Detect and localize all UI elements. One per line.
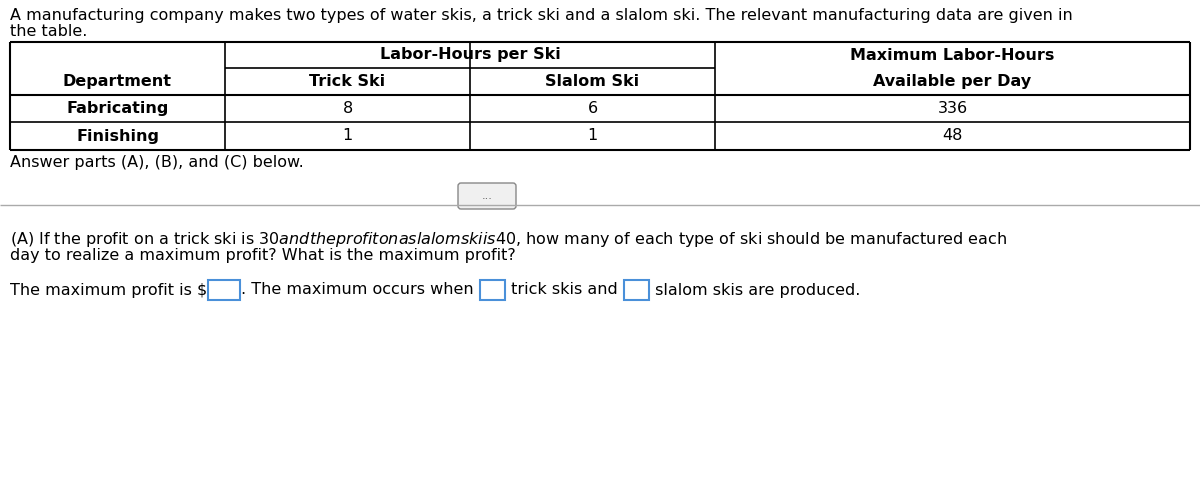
Text: The maximum profit is $: The maximum profit is $ bbox=[10, 283, 208, 298]
Text: Fabricating: Fabricating bbox=[66, 101, 169, 116]
FancyBboxPatch shape bbox=[458, 183, 516, 209]
Bar bbox=[624, 280, 649, 300]
Bar bbox=[209, 280, 240, 300]
Text: Answer parts (A), (B), and (C) below.: Answer parts (A), (B), and (C) below. bbox=[10, 155, 304, 170]
Text: 48: 48 bbox=[942, 128, 962, 143]
Text: 336: 336 bbox=[937, 101, 967, 116]
Bar bbox=[480, 280, 505, 300]
Text: Available per Day: Available per Day bbox=[874, 74, 1032, 89]
Text: Trick Ski: Trick Ski bbox=[310, 74, 385, 89]
Text: 8: 8 bbox=[342, 101, 353, 116]
Text: trick skis and: trick skis and bbox=[506, 283, 623, 298]
Text: slalom skis are produced.: slalom skis are produced. bbox=[650, 283, 860, 298]
Text: 1: 1 bbox=[587, 128, 598, 143]
Text: Labor-Hours per Ski: Labor-Hours per Ski bbox=[379, 47, 560, 62]
Text: A manufacturing company makes two types of water skis, a trick ski and a slalom : A manufacturing company makes two types … bbox=[10, 8, 1073, 23]
Text: the table.: the table. bbox=[10, 24, 88, 39]
Text: day to realize a maximum profit? What is the maximum profit?: day to realize a maximum profit? What is… bbox=[10, 248, 516, 263]
Text: Maximum Labor-Hours: Maximum Labor-Hours bbox=[851, 47, 1055, 62]
Text: . The maximum occurs when: . The maximum occurs when bbox=[241, 283, 479, 298]
Text: Slalom Ski: Slalom Ski bbox=[546, 74, 640, 89]
Text: 1: 1 bbox=[342, 128, 353, 143]
Text: (A) If the profit on a trick ski is $30 and the profit on a slalom ski is $40, h: (A) If the profit on a trick ski is $30 … bbox=[10, 230, 1007, 249]
Text: 6: 6 bbox=[588, 101, 598, 116]
Text: Department: Department bbox=[64, 74, 172, 89]
Text: ...: ... bbox=[481, 191, 492, 201]
Text: Finishing: Finishing bbox=[76, 128, 158, 143]
